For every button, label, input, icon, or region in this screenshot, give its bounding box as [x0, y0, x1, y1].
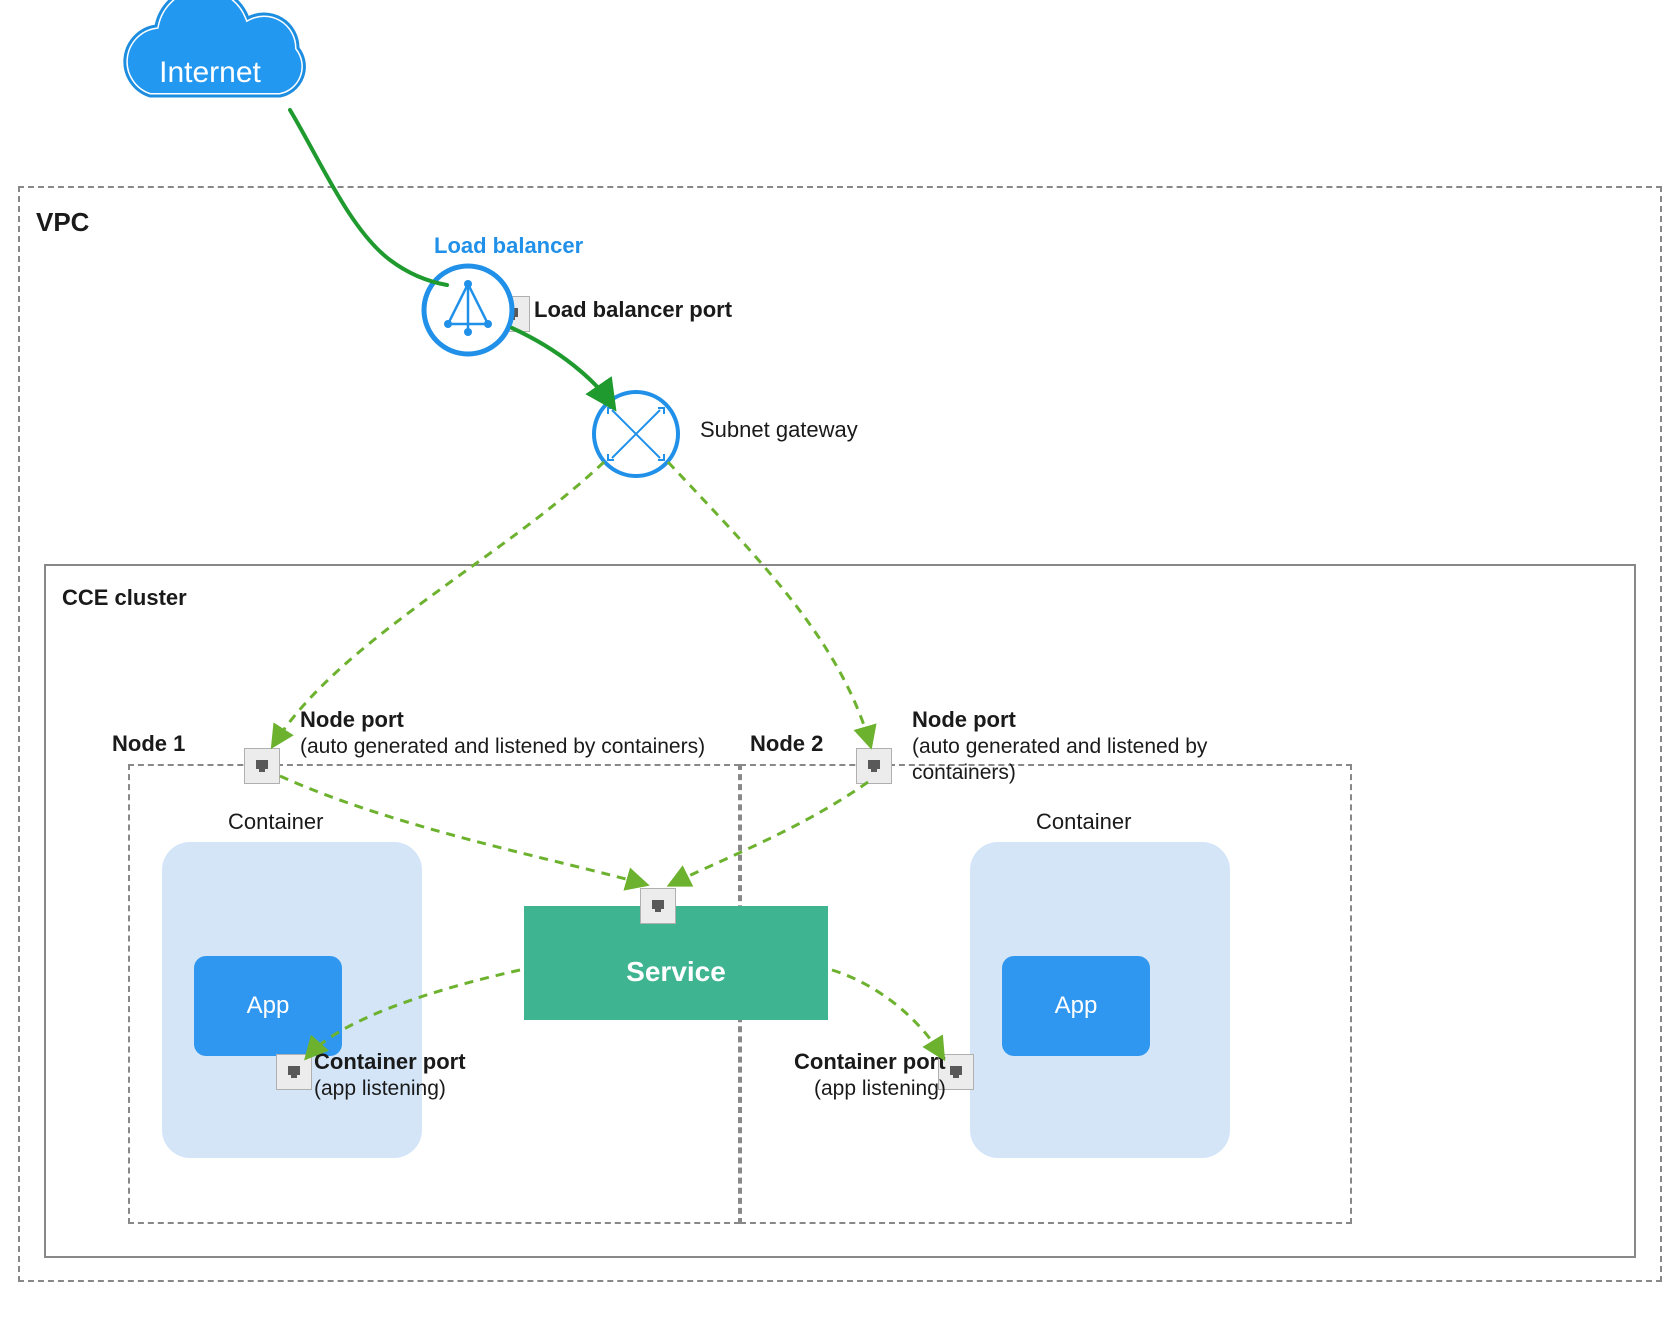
cce-cluster-label: CCE cluster	[62, 584, 187, 612]
service-port-icon	[640, 888, 676, 924]
vpc-label: VPC	[36, 206, 89, 239]
app2-label: App	[1055, 992, 1098, 1020]
node1-port-title: Node port	[300, 706, 404, 734]
node1-port-sub: (auto generated and listened by containe…	[300, 734, 705, 760]
container1-port-icon	[276, 1054, 312, 1090]
container1-port-sub: (app listening)	[314, 1076, 446, 1102]
container1-port-title: Container port	[314, 1048, 466, 1076]
node2-port-sub: (auto generated and listened by containe…	[912, 734, 1207, 787]
load-balancer-title: Load balancer	[434, 232, 583, 260]
container2-port-title: Container port	[794, 1048, 946, 1076]
app1-box: App	[194, 956, 342, 1056]
node2-port-icon	[856, 748, 892, 784]
node2-label: Node 2	[750, 730, 823, 758]
service-label: Service	[626, 956, 726, 988]
service-box: Service	[524, 906, 828, 1020]
node1-port-icon	[244, 748, 280, 784]
container2-port-sub: (app listening)	[814, 1076, 946, 1102]
container1-label: Container	[228, 808, 323, 836]
app1-label: App	[247, 992, 290, 1020]
app2-box: App	[1002, 956, 1150, 1056]
internet-label: Internet	[159, 56, 261, 89]
internet-cloud-icon: Internet	[125, 0, 305, 96]
container2-label: Container	[1036, 808, 1131, 836]
node2-port-title: Node port	[912, 706, 1016, 734]
load-balancer-port-icon	[494, 296, 530, 332]
subnet-gateway-label: Subnet gateway	[700, 416, 858, 444]
node1-label: Node 1	[112, 730, 185, 758]
load-balancer-port-label: Load balancer port	[534, 296, 732, 324]
